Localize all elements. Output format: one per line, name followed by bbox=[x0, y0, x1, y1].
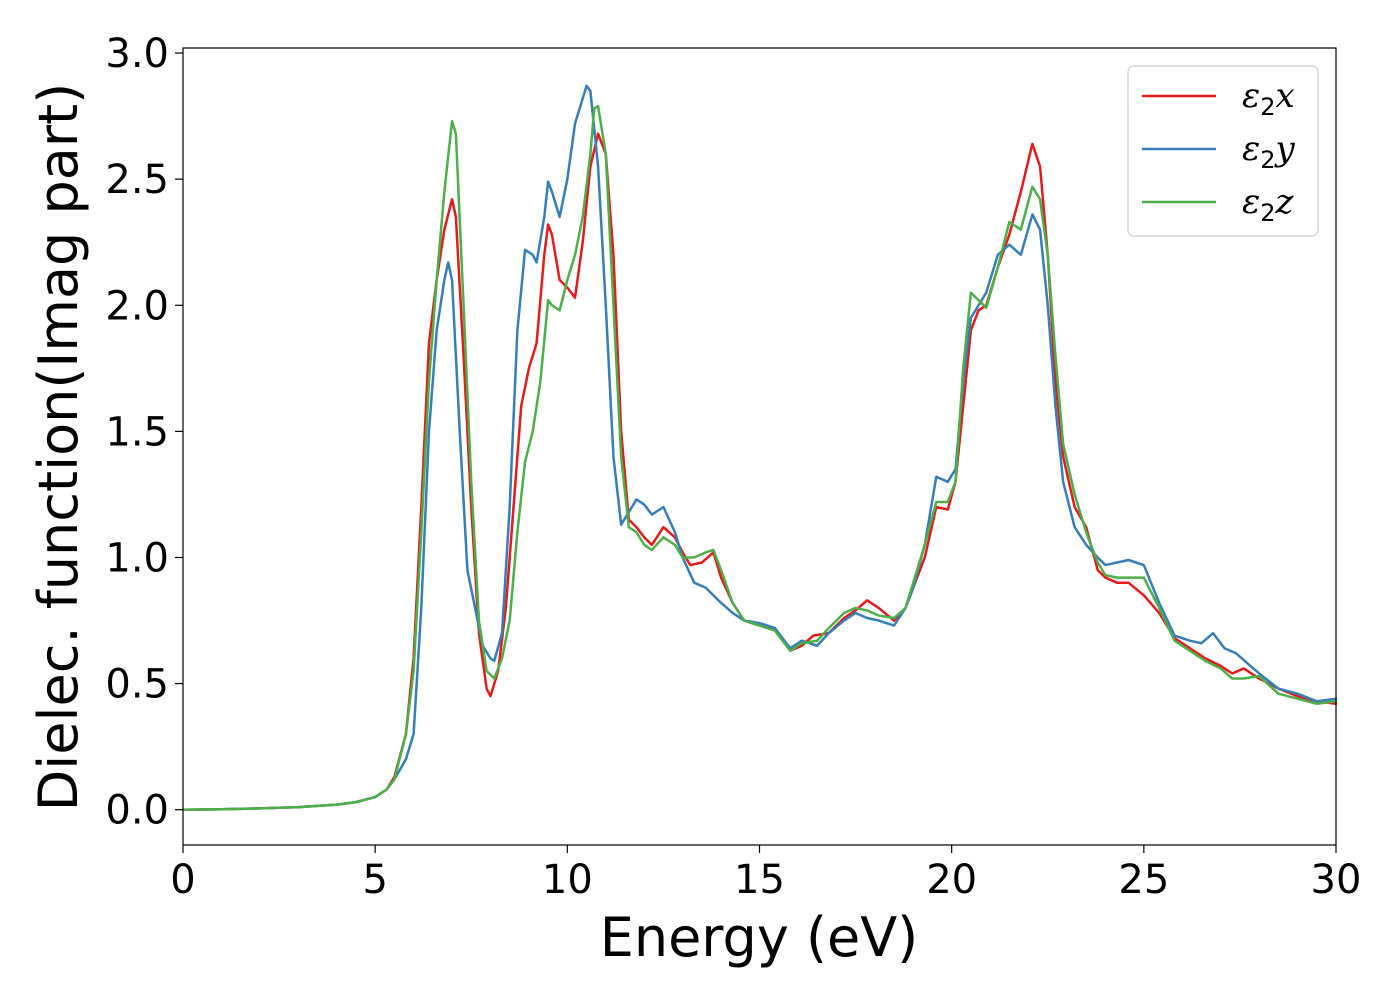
series-line-y bbox=[181, 84, 1338, 811]
legend: ε2x ε2y ε2z bbox=[1127, 65, 1319, 237]
y-tick-label: 3.0 bbox=[105, 31, 169, 77]
legend-label-x: ε2x bbox=[1242, 76, 1295, 121]
y-axis-title: Dielec. function(Imag part) bbox=[27, 83, 90, 812]
x-tick-label: 20 bbox=[926, 857, 977, 903]
y-tick-label: 1.0 bbox=[105, 535, 169, 581]
x-tick-label: 30 bbox=[1311, 857, 1362, 903]
legend-label-y: ε2y bbox=[1242, 129, 1296, 174]
x-tick-label: 0 bbox=[170, 857, 195, 903]
y-tick-label: 1.5 bbox=[105, 409, 169, 455]
x-tick-label: 5 bbox=[362, 857, 387, 903]
y-tick-label: 0.5 bbox=[105, 662, 169, 708]
x-tick-label: 25 bbox=[1118, 857, 1169, 903]
legend-label-z: ε2z bbox=[1242, 182, 1295, 227]
y-tick-label: 0.0 bbox=[105, 788, 169, 834]
plot-lines bbox=[181, 84, 1338, 811]
legend-box bbox=[1127, 65, 1319, 237]
x-axis-ticks: 0 5 10 15 20 25 30 bbox=[170, 845, 1361, 903]
x-tick-label: 10 bbox=[542, 857, 593, 903]
y-axis-ticks: 0.0 0.5 1.0 1.5 2.0 2.5 3.0 bbox=[105, 31, 183, 834]
x-tick-label: 15 bbox=[734, 857, 785, 903]
y-tick-label: 2.0 bbox=[105, 283, 169, 329]
x-axis-title: Energy (eV) bbox=[600, 906, 919, 969]
y-tick-label: 2.5 bbox=[105, 157, 169, 203]
series-line-z bbox=[181, 104, 1338, 811]
